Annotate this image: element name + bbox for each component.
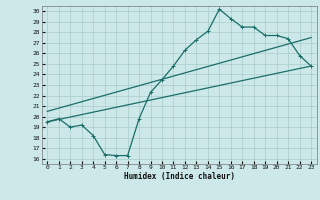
X-axis label: Humidex (Indice chaleur): Humidex (Indice chaleur) [124, 172, 235, 181]
